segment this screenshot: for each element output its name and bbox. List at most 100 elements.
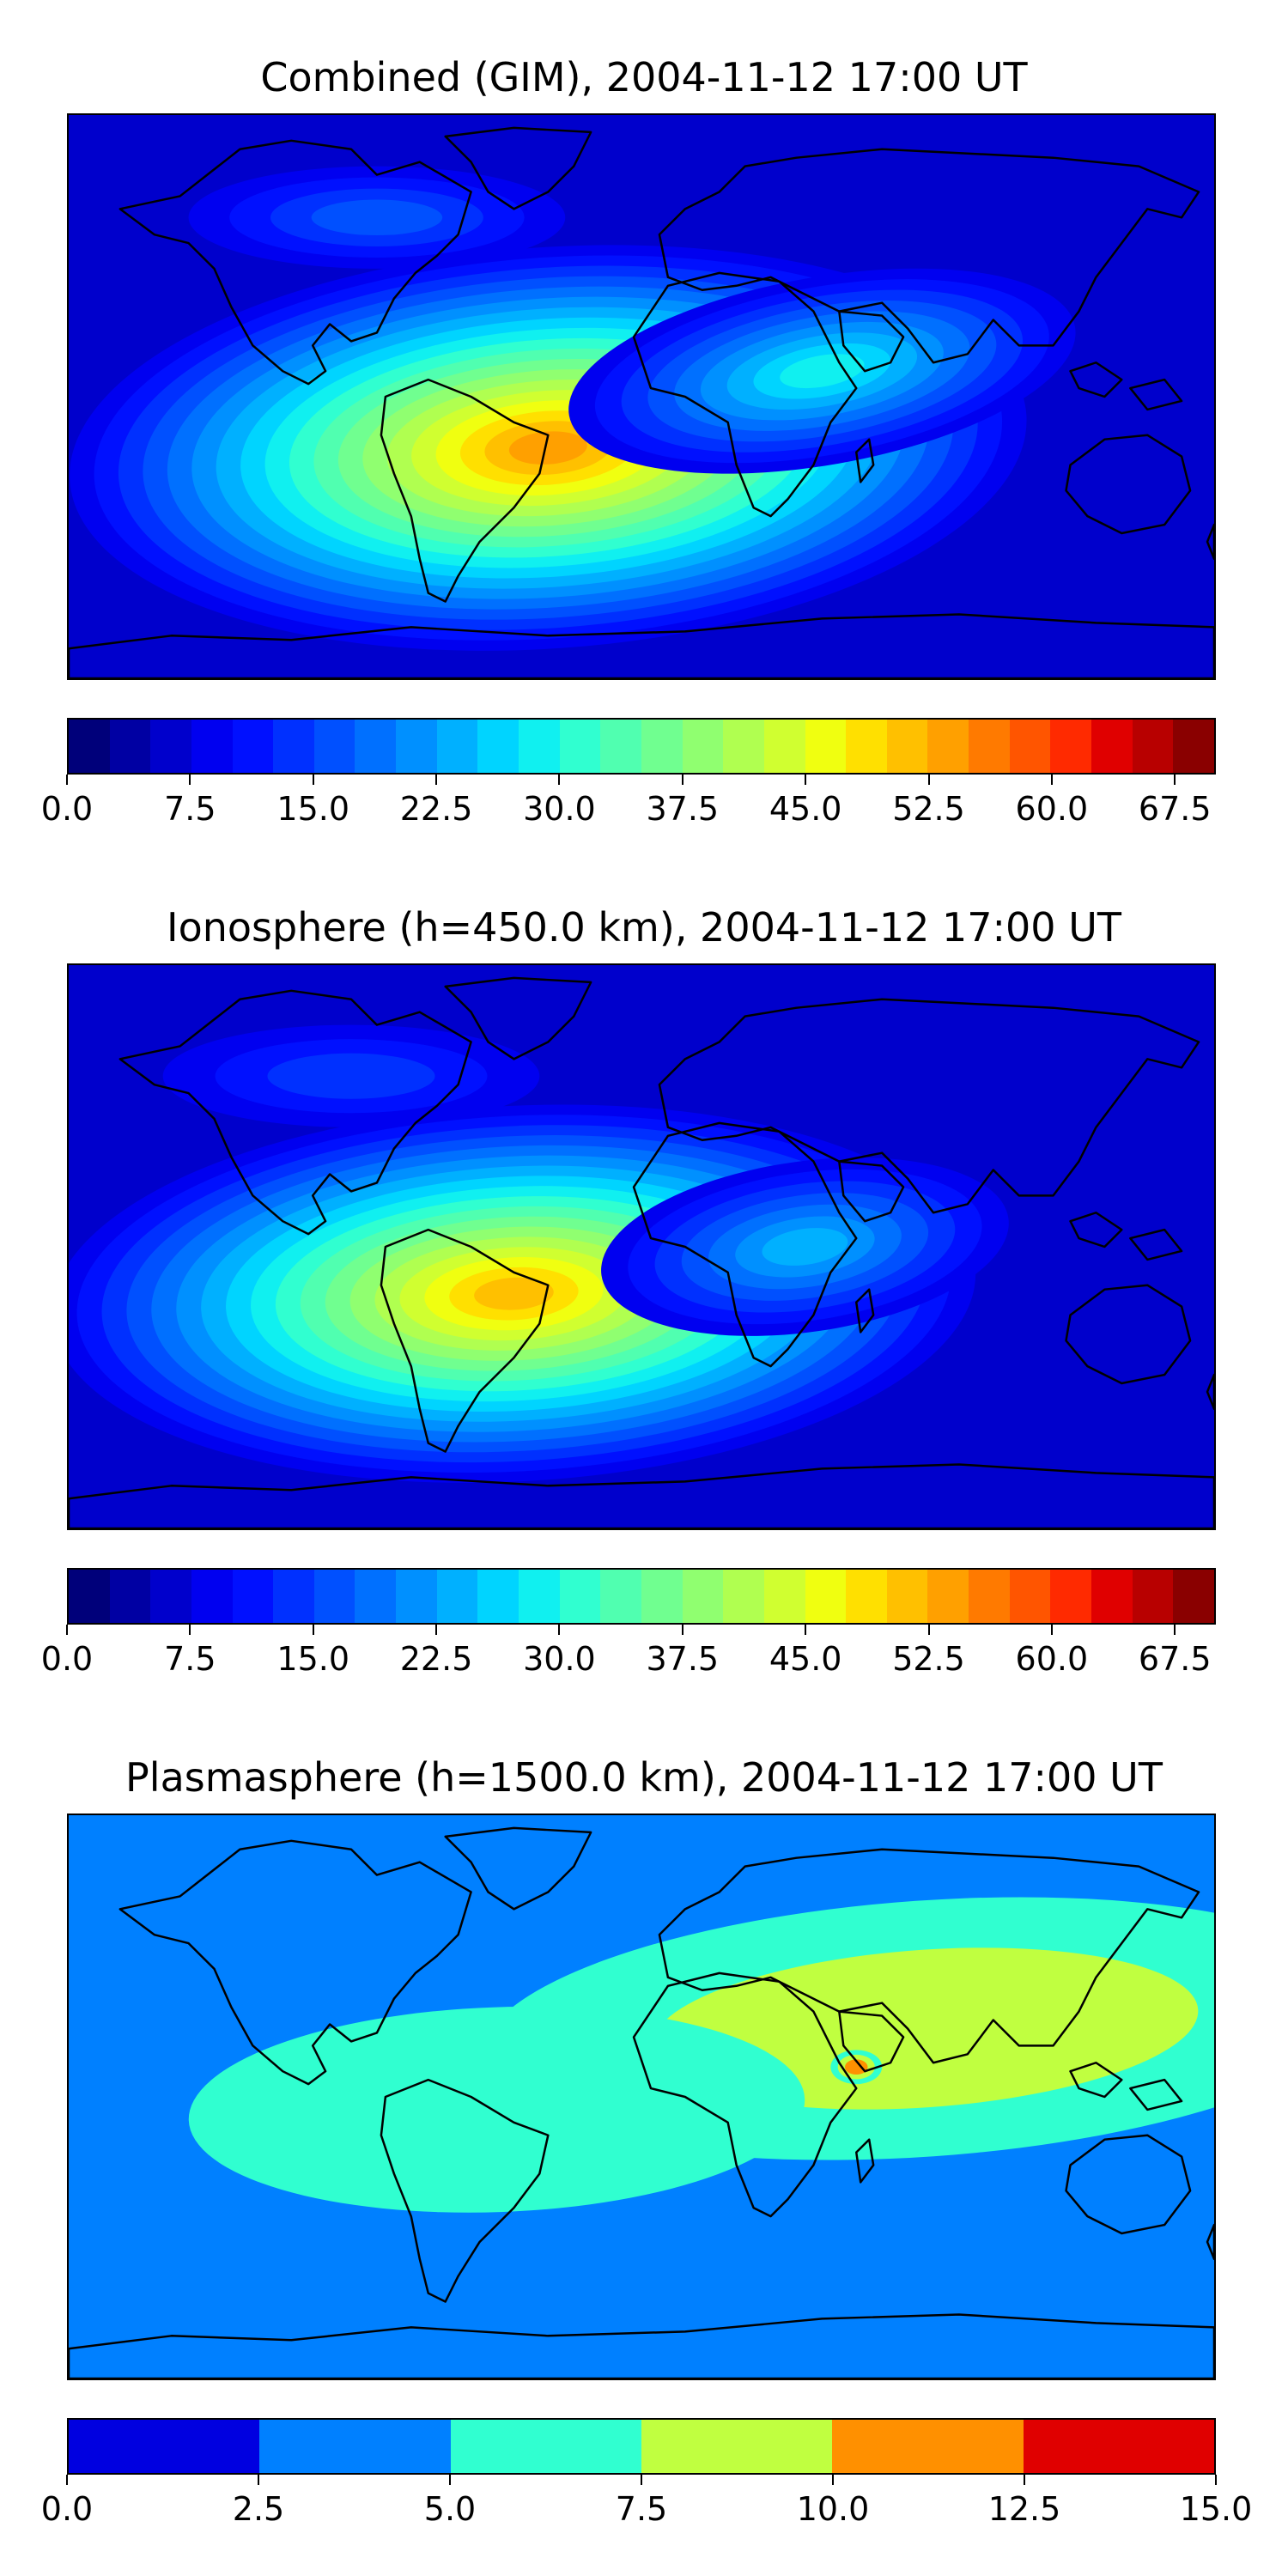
colorbar-tick-label: 7.5 — [164, 1640, 216, 1678]
south-america-africa-peak-contour — [474, 1277, 554, 1310]
coastline — [69, 2313, 1214, 2379]
panel-2-colorbar — [67, 1568, 1216, 1625]
colorbar-segment — [886, 720, 928, 773]
colorbar-tick — [927, 775, 930, 785]
colorbar-segment — [1173, 720, 1214, 773]
panel-2-title: Ionosphere (h=450.0 km), 2004-11-12 17:0… — [167, 904, 1121, 951]
south-america-africa-peak-contour — [508, 431, 587, 465]
colorbar-tick — [805, 775, 807, 785]
colorbar-segment — [805, 720, 847, 773]
colorbar-segment — [109, 1570, 151, 1623]
colorbar-tick-label: 0.0 — [40, 2490, 94, 2528]
colorbar-tick-label: 60.0 — [1015, 790, 1089, 828]
pacific-low-contour — [311, 199, 443, 236]
colorbar-segment — [641, 1570, 683, 1623]
colorbar-segment — [1050, 1570, 1092, 1623]
coastline — [838, 310, 905, 373]
colorbar-tick — [1024, 2475, 1025, 2485]
coastline — [658, 1848, 1200, 2064]
colorbar-segment — [150, 1570, 191, 1623]
colorbar-segment — [232, 1570, 274, 1623]
colorbar-tick-label: 60.0 — [1015, 1640, 1089, 1678]
colorbar-segment — [436, 720, 478, 773]
colorbar-tick — [258, 2475, 259, 2485]
coastline — [69, 613, 1214, 678]
colorbar-segment — [396, 720, 437, 773]
colorbar-segment — [723, 1570, 764, 1623]
coastline — [1065, 2134, 1192, 2235]
colorbar-segment — [682, 1570, 724, 1623]
colorbar-segment — [763, 1570, 805, 1623]
coastline — [1065, 1284, 1192, 1385]
colorbar-tick-label: 37.5 — [646, 1640, 720, 1678]
colorbar-tick-label: 0.0 — [40, 790, 94, 828]
coastline — [380, 1228, 550, 1453]
colorbar-segment — [396, 1570, 437, 1623]
coastline — [1129, 1228, 1183, 1261]
colorbar-tick-label: 15.0 — [276, 1640, 350, 1678]
panel-1-colorbar — [67, 718, 1216, 775]
colorbar-tick-label: 5.0 — [423, 2490, 477, 2528]
colorbar-tick — [1050, 775, 1053, 785]
coastline — [1206, 523, 1214, 561]
colorbar-tick — [558, 775, 561, 785]
coastline — [1065, 434, 1192, 535]
colorbar-tick-label: 52.5 — [892, 790, 965, 828]
colorbar-segment — [559, 720, 601, 773]
colorbar-tick-label: 30.0 — [523, 790, 596, 828]
colorbar-segment — [600, 720, 641, 773]
colorbar-segment — [477, 720, 519, 773]
colorbar-tick-label: 0.0 — [40, 1640, 94, 1678]
panel-3-map — [67, 1814, 1216, 2380]
panel-2-field — [69, 965, 1214, 1528]
colorbar-tick — [435, 775, 438, 785]
colorbar-segment — [273, 1570, 314, 1623]
colorbar-segment — [519, 720, 560, 773]
colorbar-segment — [846, 1570, 887, 1623]
colorbar-segment — [150, 720, 191, 773]
coastline — [1129, 378, 1183, 411]
colorbar-tick-label: 2.5 — [232, 2490, 285, 2528]
colorbar-tick-label: 15.0 — [1179, 2490, 1253, 2528]
colorbar-tick — [66, 1625, 68, 1635]
panel-3-title: Plasmasphere (h=1500.0 km), 2004-11-12 1… — [125, 1754, 1163, 1801]
colorbar-segment — [259, 2420, 451, 2473]
colorbar-segment — [355, 1570, 397, 1623]
colorbar-segment — [559, 1570, 601, 1623]
colorbar-segment — [641, 720, 683, 773]
colorbar-tick-label: 45.0 — [769, 1640, 842, 1678]
colorbar-segment — [969, 1570, 1010, 1623]
panel-1-field — [69, 115, 1214, 678]
coastline — [444, 976, 592, 1060]
colorbar-tick — [66, 2475, 68, 2485]
colorbar-segment — [69, 720, 110, 773]
colorbar-segment — [450, 2420, 641, 2473]
indian-ocean-tongue-contour — [762, 1228, 848, 1266]
atlantic-band-contour — [188, 2007, 805, 2213]
colorbar-tick — [832, 2475, 834, 2485]
colorbar-tick — [189, 775, 191, 785]
colorbar-tick — [66, 775, 68, 785]
colorbar-segment — [1009, 720, 1051, 773]
coastline — [118, 989, 472, 1236]
panel-3-field — [69, 1815, 1214, 2379]
colorbar-tick — [312, 775, 314, 785]
colorbar-tick-label: 67.5 — [1138, 790, 1212, 828]
colorbar-segment — [832, 2420, 1024, 2473]
colorbar-segment — [1132, 720, 1174, 773]
panel-1-colorbar-ticks: 0.0 7.5 15.0 22.5 30.0 37.5 45.0 52.5 60.0 67.5 — [41, 775, 1216, 828]
coastline — [380, 2078, 550, 2303]
coastline — [118, 139, 472, 386]
colorbar-tick — [805, 1625, 807, 1635]
coastline — [69, 1463, 1214, 1528]
coastline — [855, 1288, 875, 1334]
colorbar-segment — [273, 720, 314, 773]
colorbar-segment — [927, 720, 969, 773]
colorbar-tick — [1215, 2475, 1217, 2485]
colorbar-tick-label: 30.0 — [523, 1640, 596, 1678]
panel-3-colorbar — [67, 2418, 1216, 2475]
colorbar-tick — [189, 1625, 191, 1635]
colorbar-segment — [69, 1570, 110, 1623]
indian-ocean-tongue-contour — [780, 354, 865, 389]
coastline — [1206, 1373, 1214, 1411]
